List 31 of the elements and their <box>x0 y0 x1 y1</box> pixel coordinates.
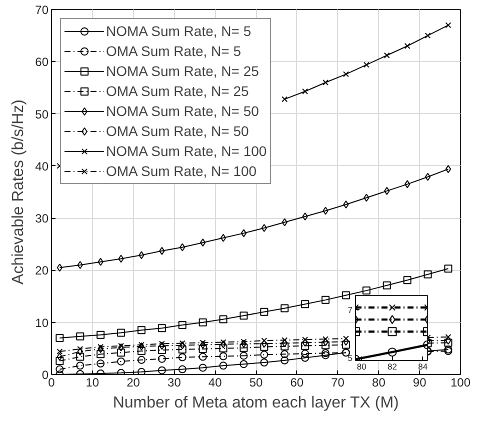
legend-label: NOMA Sum Rate, N= 5 <box>106 22 252 40</box>
x-tick-label: 10 <box>86 376 100 390</box>
x-tick-label: 50 <box>249 376 263 390</box>
y-tick-label: 60 <box>35 55 49 70</box>
legend-label: NOMA Sum Rate, N= 50 <box>106 102 259 120</box>
x-tick-label: 20 <box>126 376 140 390</box>
x-tick-label: 90 <box>412 376 427 390</box>
y-tick-label: 5 <box>348 353 353 364</box>
legend-label: OMA Sum Rate, N= 5 <box>106 42 241 60</box>
x-tick-label: 82 <box>388 362 398 372</box>
legend-label: NOMA Sum Rate, N= 100 <box>106 142 267 160</box>
x-tick-label: 40 <box>208 376 222 390</box>
x-tick-label: 80 <box>356 362 367 372</box>
legend-label: OMA Sum Rate, N= 25 <box>106 82 249 100</box>
y-tick-label: 20 <box>35 264 49 278</box>
x-axis-title: Number of Meta atom each layer TX (M) <box>112 394 399 412</box>
y-axis-title: Achievable Rates (b/s/Hz) <box>10 100 28 284</box>
y-tick-label: 30 <box>35 212 49 226</box>
x-tick-label: 84 <box>418 362 428 372</box>
y-tick-label: 10 <box>35 316 49 330</box>
x-tick-label: 60 <box>290 376 304 390</box>
legend-label: OMA Sum Rate, N= 100 <box>106 162 257 180</box>
legend-label: NOMA Sum Rate, N= 25 <box>106 62 259 80</box>
x-tick-label: 30 <box>168 376 182 390</box>
y-tick-label: 7 <box>348 304 353 315</box>
y-tick-label: 40 <box>35 159 49 174</box>
x-tick-label: 80 <box>372 376 386 390</box>
y-tick-label: 50 <box>35 107 49 122</box>
x-tick-label: 100 <box>450 376 471 390</box>
y-tick-label: 70 <box>35 3 49 17</box>
legend-label: OMA Sum Rate, N= 50 <box>106 122 249 140</box>
